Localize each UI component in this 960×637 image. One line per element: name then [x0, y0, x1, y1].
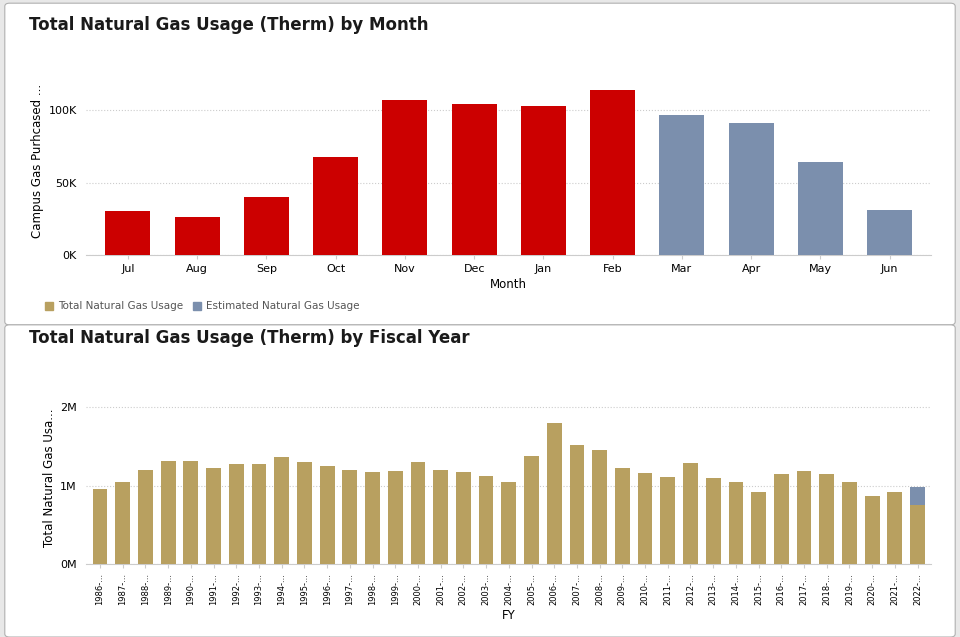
Bar — [382, 100, 427, 255]
Bar — [175, 217, 220, 255]
Legend: Total Natural Gas Usage, Estimated Natural Gas Usage: Total Natural Gas Usage, Estimated Natur… — [41, 297, 363, 315]
Bar — [160, 461, 176, 564]
Bar — [684, 463, 698, 564]
Bar — [297, 462, 312, 564]
Bar — [206, 468, 221, 564]
Bar — [615, 468, 630, 564]
Bar — [451, 104, 496, 255]
Bar — [252, 464, 266, 564]
Bar — [501, 482, 516, 564]
Bar — [910, 505, 924, 564]
Bar — [590, 90, 636, 255]
Bar — [521, 106, 566, 255]
Text: Total Natural Gas Usage (Therm) by Fiscal Year: Total Natural Gas Usage (Therm) by Fisca… — [29, 329, 469, 347]
Bar — [910, 487, 924, 505]
Bar — [479, 476, 493, 564]
Bar — [343, 470, 357, 564]
Bar — [729, 124, 774, 255]
X-axis label: Month: Month — [491, 278, 527, 291]
Bar — [115, 482, 131, 564]
X-axis label: FY: FY — [502, 609, 516, 622]
Bar — [228, 464, 244, 564]
Bar — [388, 471, 402, 564]
Bar — [842, 482, 857, 564]
Bar — [411, 462, 425, 564]
Bar — [93, 489, 108, 564]
Text: Total Natural Gas Usage (Therm) by Month: Total Natural Gas Usage (Therm) by Month — [29, 16, 428, 34]
Bar — [797, 471, 811, 564]
Bar — [320, 466, 334, 564]
Bar — [313, 157, 358, 255]
Bar — [887, 492, 902, 564]
Y-axis label: Campus Gas Purhcased ...: Campus Gas Purhcased ... — [32, 84, 44, 238]
Bar — [244, 197, 289, 255]
Bar — [774, 474, 789, 564]
Bar — [637, 473, 653, 564]
Bar — [660, 115, 705, 255]
Bar — [365, 472, 380, 564]
Bar — [569, 445, 585, 564]
Bar — [867, 210, 912, 255]
Bar — [798, 162, 843, 255]
Bar — [433, 470, 448, 564]
Bar — [138, 470, 153, 564]
Bar — [456, 472, 470, 564]
Bar — [524, 456, 539, 564]
Bar — [706, 478, 721, 564]
Bar — [275, 457, 289, 564]
Bar — [592, 450, 607, 564]
Bar — [547, 423, 562, 564]
Y-axis label: Total Natural Gas Usa...: Total Natural Gas Usa... — [43, 408, 56, 547]
Bar — [106, 211, 151, 255]
Bar — [865, 496, 879, 564]
Bar — [183, 461, 199, 564]
Bar — [660, 477, 675, 564]
Bar — [729, 482, 743, 564]
Bar — [819, 474, 834, 564]
Bar — [752, 492, 766, 564]
